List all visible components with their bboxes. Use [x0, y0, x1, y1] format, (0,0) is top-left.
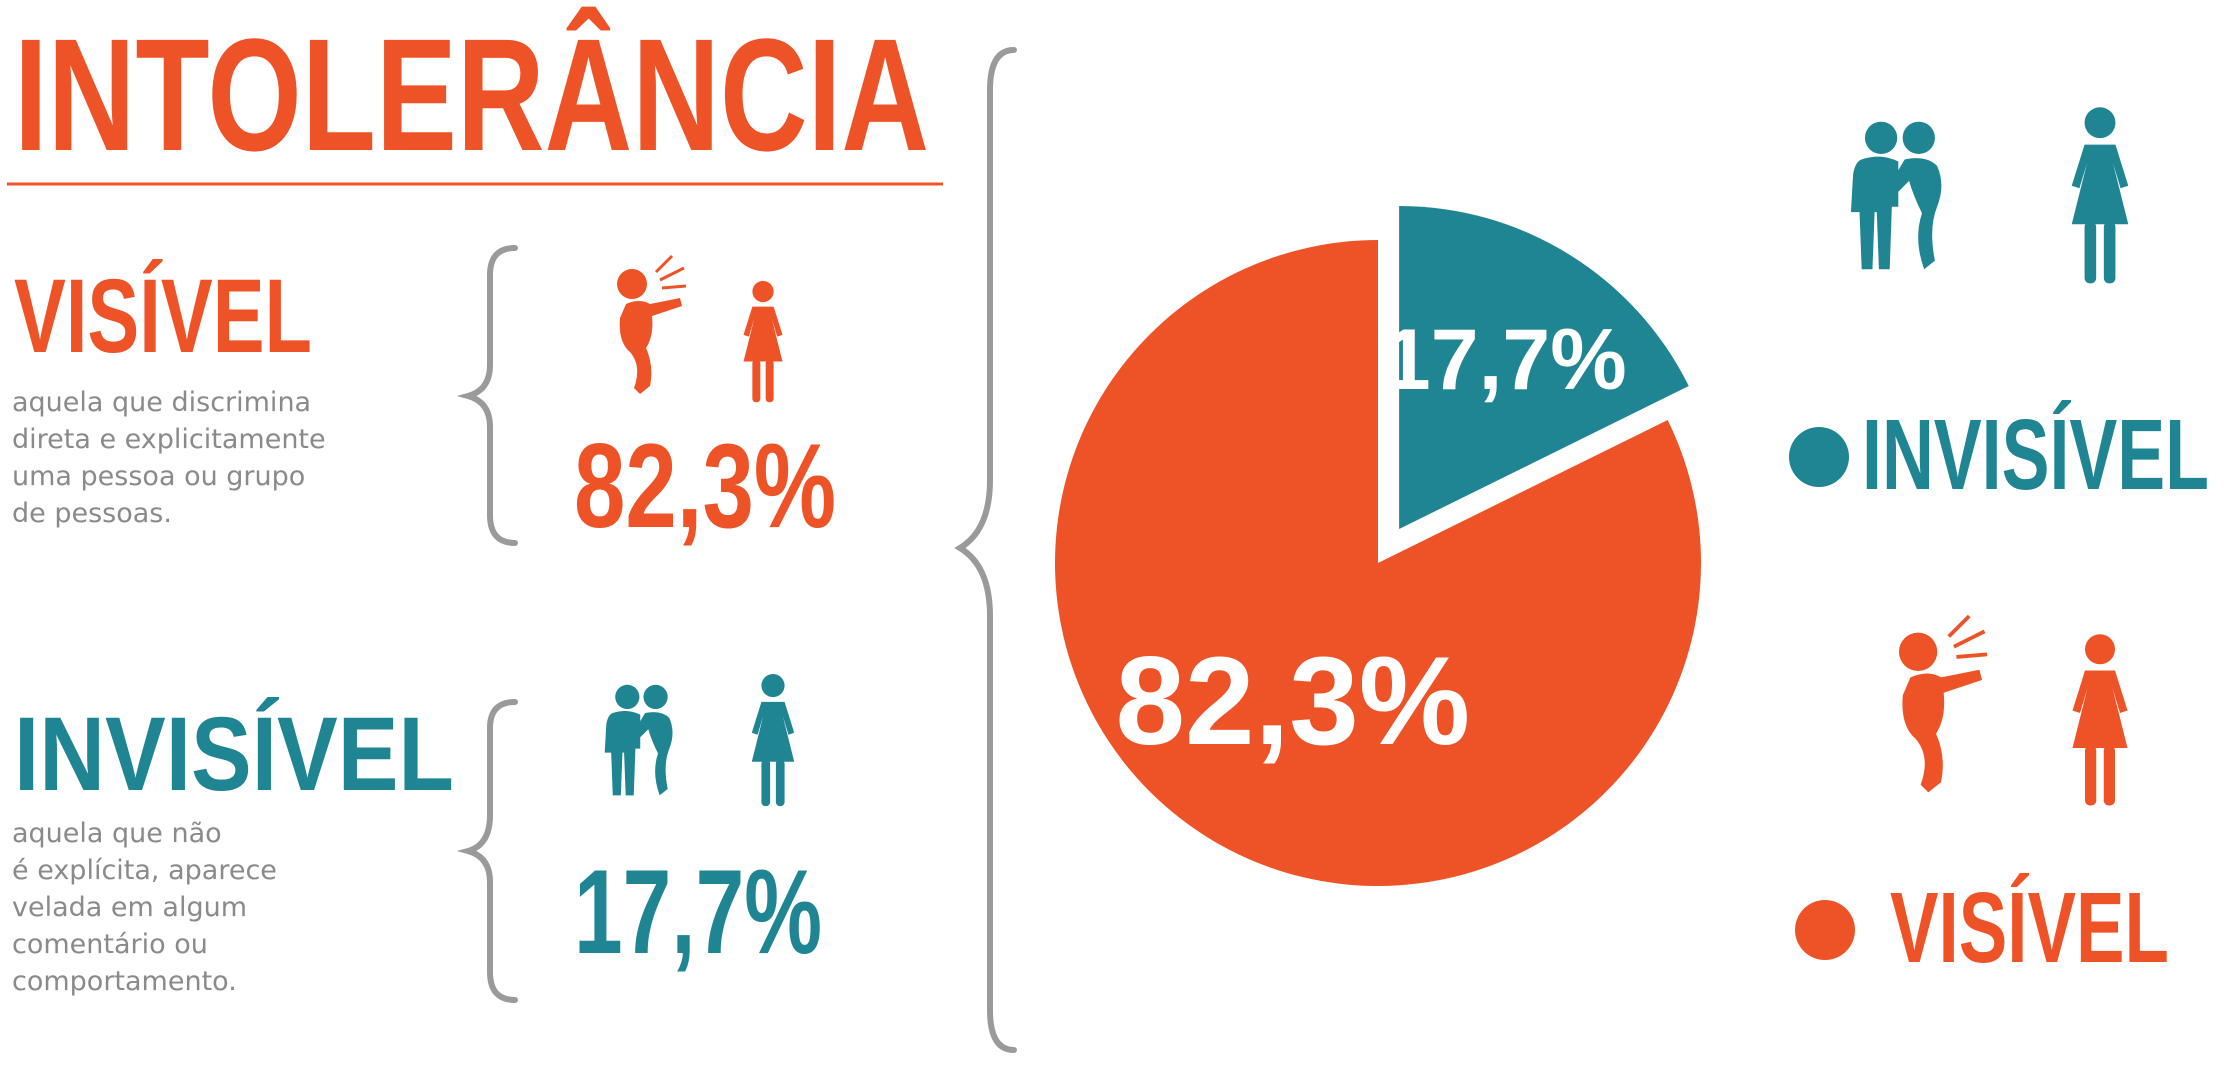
icon	[2072, 634, 2128, 806]
description-line: é explícita, aparece	[12, 855, 277, 886]
legend-label: INVISÍVEL	[1862, 399, 2209, 511]
description-line: comportamento.	[12, 966, 237, 997]
slice-label: 17,7%	[1383, 312, 1627, 408]
icon	[751, 673, 795, 807]
description-line: velada em algum	[12, 892, 247, 923]
description: aquela que discrimina direta e explicitam…	[12, 387, 326, 529]
brace	[954, 47, 1017, 1053]
panel-title: INVISÍVEL	[14, 696, 454, 813]
panel-value: 82,3%	[574, 419, 836, 553]
legend-marker	[1795, 900, 1855, 960]
pie: 17,7% 82,3%	[1054, 206, 1701, 886]
legend-label: VISÍVEL	[1890, 872, 2169, 984]
description-line: aquela que não	[12, 818, 222, 849]
description-line: direta e explicitamente	[12, 424, 326, 455]
brace	[456, 245, 518, 546]
legend-marker	[1789, 427, 1849, 487]
icon	[1899, 616, 1987, 792]
pie-slice	[1054, 239, 1701, 886]
description: aquela que não é explícita, aparece velada…	[12, 818, 277, 997]
pie-slice	[1399, 206, 1689, 530]
legend: INVISÍVEL VISÍVEL	[1789, 399, 2209, 984]
icon	[1850, 121, 1942, 270]
description-line: aquela que discrimina	[12, 387, 311, 418]
icon	[2071, 107, 2129, 284]
panel-value: 17,7%	[574, 845, 822, 979]
title: INTOLERÂNCIA	[14, 5, 929, 184]
description-line: comentário ou	[12, 929, 208, 960]
slice-label: 82,3%	[1116, 632, 1470, 771]
description-line: uma pessoa ou grupo	[12, 461, 305, 492]
icon	[604, 684, 673, 796]
description-line: de pessoas.	[12, 498, 172, 529]
panel-title: VISÍVEL	[14, 258, 312, 375]
brace	[456, 699, 518, 1003]
icon	[743, 280, 783, 403]
icon	[615, 254, 688, 396]
